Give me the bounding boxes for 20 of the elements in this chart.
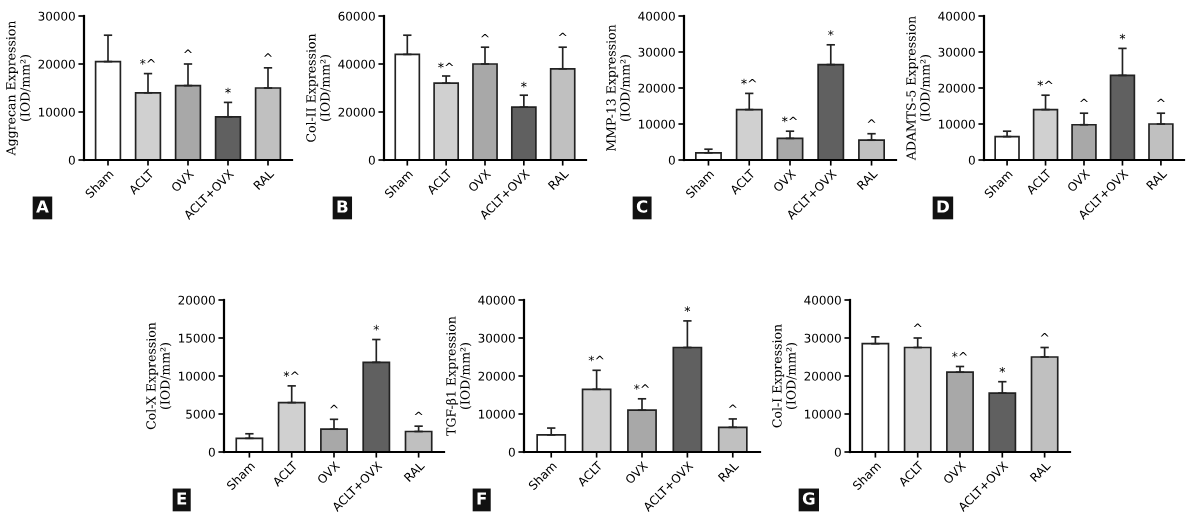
text: B [337, 200, 348, 213]
bar [903, 346, 932, 452]
bar [994, 135, 1020, 160]
text: D [937, 200, 949, 213]
bar [1030, 356, 1059, 452]
bar [404, 430, 433, 452]
bar [717, 426, 748, 452]
text: G [802, 492, 815, 505]
text: E [177, 492, 187, 505]
bar [320, 428, 348, 452]
text: F [477, 492, 486, 505]
bar [776, 137, 804, 160]
bar [536, 434, 567, 452]
bar [433, 82, 460, 160]
bar [235, 437, 264, 452]
text: C [636, 200, 648, 213]
bar [861, 342, 890, 452]
bar [858, 139, 886, 160]
bar [946, 371, 974, 452]
text: A [36, 200, 49, 213]
